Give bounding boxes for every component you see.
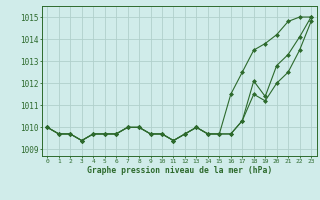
X-axis label: Graphe pression niveau de la mer (hPa): Graphe pression niveau de la mer (hPa) xyxy=(87,166,272,175)
